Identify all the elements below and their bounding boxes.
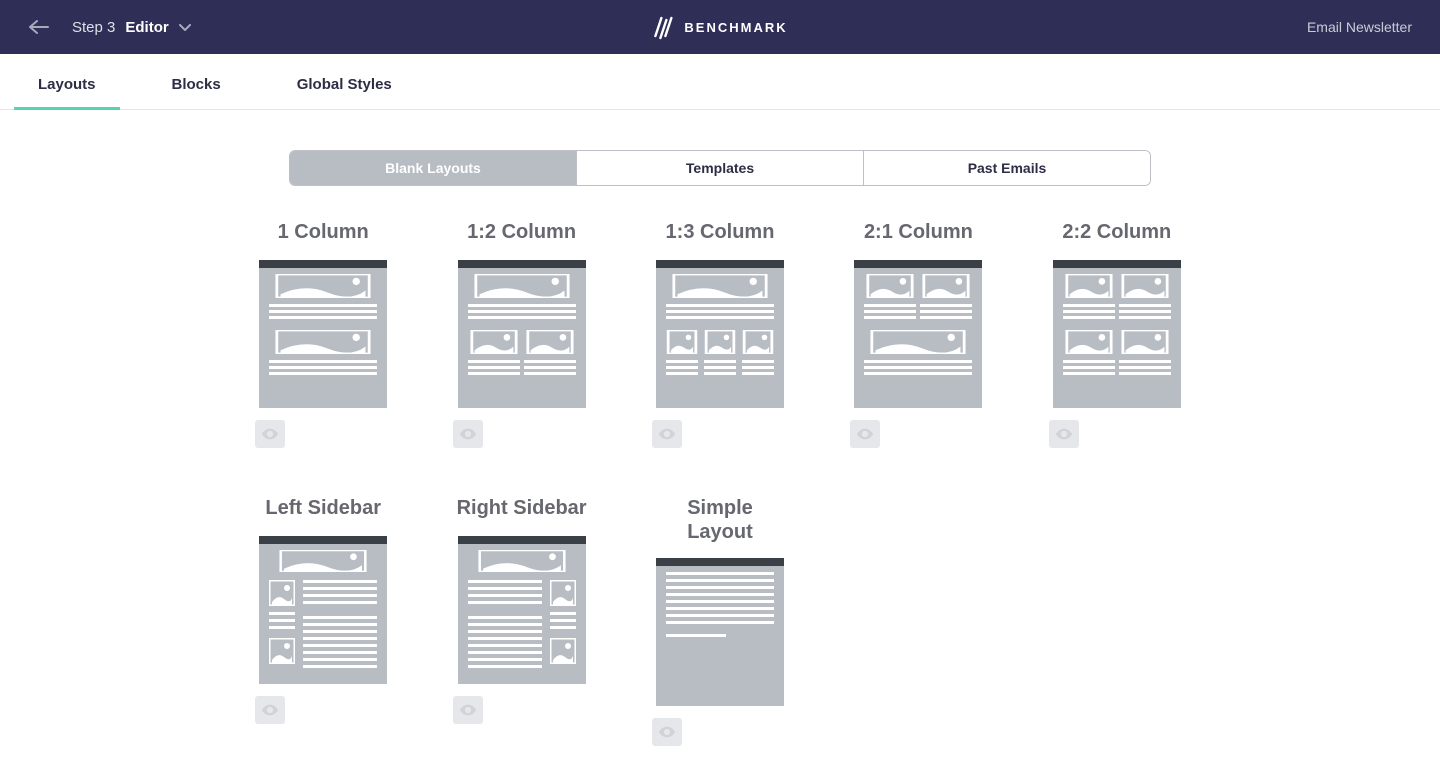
back-button[interactable] bbox=[28, 16, 50, 38]
layout-card: Right Sidebar bbox=[453, 496, 589, 746]
brand-mark-icon bbox=[652, 14, 674, 40]
preview-button[interactable] bbox=[652, 420, 682, 448]
layout-gallery: 1 Column 1:2 Column 1:3 Column 2:1 Column 2:… bbox=[255, 220, 1185, 746]
eye-icon bbox=[658, 428, 676, 440]
layout-thumbnail[interactable] bbox=[458, 536, 586, 684]
segment-label: Blank Layouts bbox=[385, 160, 481, 176]
layout-title: Right Sidebar bbox=[457, 496, 587, 522]
segment-blank-layouts[interactable]: Blank Layouts bbox=[290, 151, 576, 185]
layout-title: Simple Layout bbox=[687, 496, 753, 544]
eye-icon bbox=[261, 428, 279, 440]
subnav-label: Global Styles bbox=[297, 76, 392, 93]
layout-title: 2:2 Column bbox=[1062, 220, 1171, 246]
layout-card: Left Sidebar bbox=[255, 496, 391, 746]
segmented-control: Blank Layouts Templates Past Emails bbox=[0, 150, 1440, 186]
subnav: Layouts Blocks Global Styles bbox=[0, 54, 1440, 110]
subnav-label: Layouts bbox=[38, 76, 96, 93]
topbar-left: Step 3 Editor bbox=[28, 16, 191, 38]
subnav-layouts[interactable]: Layouts bbox=[14, 76, 120, 109]
layout-card: 1:2 Column bbox=[453, 220, 589, 448]
preview-button[interactable] bbox=[453, 696, 483, 724]
layout-card: Simple Layout bbox=[652, 496, 788, 746]
eye-icon bbox=[856, 428, 874, 440]
subnav-global-styles[interactable]: Global Styles bbox=[273, 76, 416, 109]
layout-title: 1:2 Column bbox=[467, 220, 576, 246]
step-selector[interactable]: Step 3 Editor bbox=[72, 19, 191, 36]
eye-icon bbox=[1055, 428, 1073, 440]
chevron-down-icon bbox=[179, 19, 191, 36]
eye-icon bbox=[261, 704, 279, 716]
layout-thumbnail[interactable] bbox=[1053, 260, 1181, 408]
layout-card: 1 Column bbox=[255, 220, 391, 448]
segment-label: Templates bbox=[686, 160, 754, 176]
layout-thumbnail[interactable] bbox=[656, 260, 784, 408]
preview-button[interactable] bbox=[255, 420, 285, 448]
preview-button[interactable] bbox=[1049, 420, 1079, 448]
layout-title: Left Sidebar bbox=[265, 496, 381, 522]
step-prefix: Step 3 bbox=[72, 19, 115, 36]
preview-button[interactable] bbox=[652, 718, 682, 746]
preview-button[interactable] bbox=[453, 420, 483, 448]
layout-thumbnail[interactable] bbox=[458, 260, 586, 408]
preview-button[interactable] bbox=[850, 420, 880, 448]
layout-title: 2:1 Column bbox=[864, 220, 973, 246]
brand-text: BENCHMARK bbox=[684, 20, 787, 35]
layout-card: 2:2 Column bbox=[1049, 220, 1185, 448]
eye-icon bbox=[658, 726, 676, 738]
eye-icon bbox=[459, 428, 477, 440]
layout-title: 1:3 Column bbox=[666, 220, 775, 246]
brand-logo: BENCHMARK bbox=[652, 0, 787, 54]
layout-title: 1 Column bbox=[278, 220, 369, 246]
project-name[interactable]: Email Newsletter bbox=[1307, 19, 1412, 35]
layout-card: 2:1 Column bbox=[850, 220, 986, 448]
layout-thumbnail[interactable] bbox=[854, 260, 982, 408]
preview-button[interactable] bbox=[255, 696, 285, 724]
topbar: Step 3 Editor BENCHMARK Email Newsletter bbox=[0, 0, 1440, 54]
subnav-blocks[interactable]: Blocks bbox=[148, 76, 245, 109]
segment-past-emails[interactable]: Past Emails bbox=[863, 151, 1150, 185]
segment-label: Past Emails bbox=[968, 160, 1047, 176]
eye-icon bbox=[459, 704, 477, 716]
layout-thumbnail[interactable] bbox=[259, 260, 387, 408]
segment-templates[interactable]: Templates bbox=[576, 151, 863, 185]
step-name: Editor bbox=[125, 19, 168, 36]
layout-card: 1:3 Column bbox=[652, 220, 788, 448]
layout-thumbnail[interactable] bbox=[259, 536, 387, 684]
subnav-label: Blocks bbox=[172, 76, 221, 93]
layout-thumbnail[interactable] bbox=[656, 558, 784, 706]
